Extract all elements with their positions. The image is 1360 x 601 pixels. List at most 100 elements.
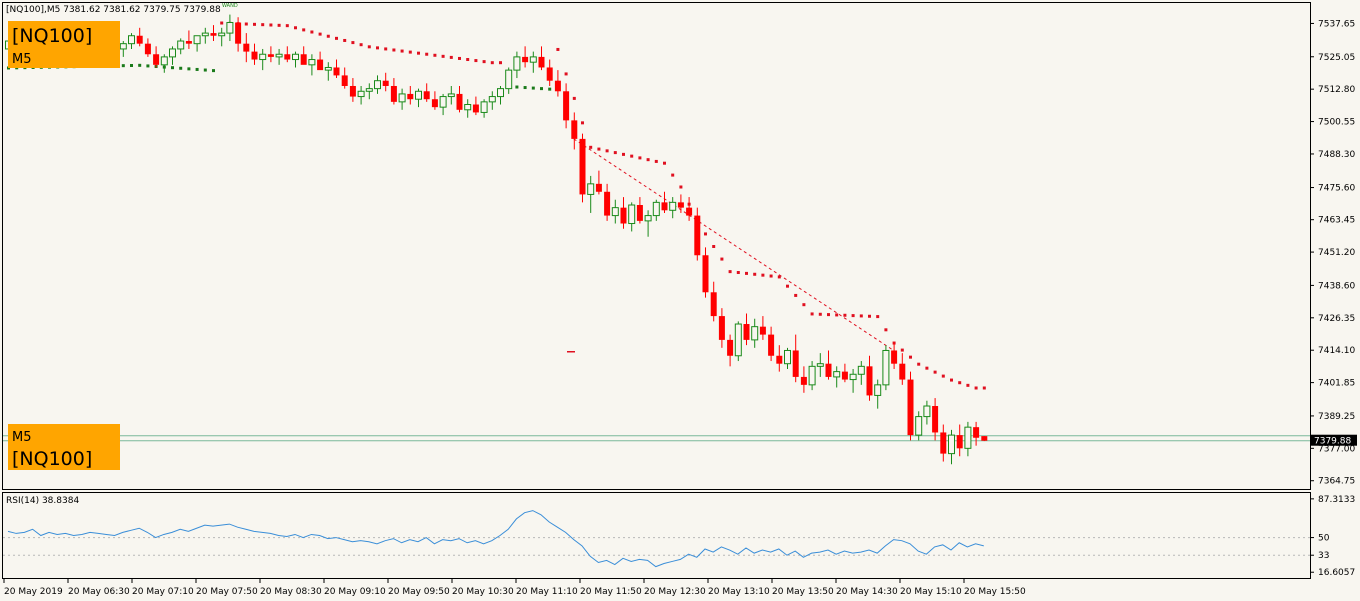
- rsi-tick-label: 87.3133: [1318, 495, 1355, 505]
- trendline[interactable]: [573, 138, 894, 351]
- candle: [611, 199, 619, 224]
- candle: [292, 51, 299, 68]
- sar-dot: [827, 313, 830, 317]
- sar-dot: [335, 36, 338, 40]
- candle: [349, 78, 356, 102]
- candle: [235, 17, 242, 52]
- sar-dot: [408, 50, 412, 54]
- sar-dot: [499, 61, 502, 65]
- candle: [587, 175, 595, 213]
- sar-dot: [630, 154, 634, 158]
- candle-body: [636, 205, 643, 221]
- header-badge: WAND: [222, 3, 238, 9]
- candle: [447, 85, 455, 105]
- candle-body: [727, 339, 734, 356]
- sar-dot: [195, 67, 199, 71]
- candle: [259, 48, 267, 71]
- sar-dot: [261, 23, 265, 27]
- candle-body: [973, 427, 980, 438]
- candle-body: [857, 365, 865, 375]
- candle-body: [275, 53, 283, 58]
- candle: [210, 25, 217, 42]
- candle: [841, 363, 848, 383]
- candle: [357, 85, 365, 105]
- candle: [784, 347, 791, 369]
- time-tick-label: 20 May 12:30: [644, 587, 706, 597]
- rsi-tick-label: 16.6057: [1318, 568, 1355, 578]
- candle: [464, 99, 472, 118]
- candle-body: [505, 69, 513, 90]
- sar-dot: [663, 161, 666, 165]
- candle: [595, 170, 602, 195]
- candle: [800, 366, 807, 393]
- timeframe-top-text: M5: [12, 52, 32, 67]
- candle-body: [956, 435, 963, 449]
- candle: [308, 54, 316, 76]
- candle-body: [874, 384, 882, 396]
- candle-body: [718, 316, 725, 340]
- sar-dot: [171, 66, 174, 70]
- price-tick-label: 7438.60: [1318, 281, 1355, 291]
- candle: [874, 379, 882, 409]
- candle: [300, 46, 307, 65]
- candle: [128, 33, 135, 49]
- candle: [899, 353, 906, 385]
- candle: [374, 75, 381, 94]
- price-axis: 7537.65 7525.05 7512.80 7500.55 7488.30 7475.…: [1310, 19, 1355, 487]
- candle-body: [439, 96, 447, 108]
- time-tick-label: 20 May 09:10: [324, 587, 386, 597]
- candle-body: [464, 104, 472, 111]
- time-tick-label: 20 May 15:50: [964, 587, 1026, 597]
- candle: [652, 199, 660, 221]
- candle: [579, 133, 586, 203]
- candle: [932, 398, 939, 441]
- candle: [948, 429, 955, 465]
- candle: [505, 67, 513, 94]
- candle-body: [734, 323, 742, 357]
- candle: [677, 194, 684, 213]
- sar-dot: [876, 315, 880, 319]
- sar-dot: [736, 271, 740, 275]
- candle-body: [341, 75, 348, 86]
- sar-dot: [909, 355, 912, 359]
- sar-dot: [531, 86, 535, 90]
- sar-dot: [277, 23, 281, 27]
- candle-body: [497, 88, 504, 98]
- candle-body: [382, 80, 389, 86]
- candle-body: [169, 48, 176, 58]
- time-tick-label: 20 May 07:10: [132, 587, 194, 597]
- candle: [727, 334, 734, 367]
- timeframe-bottom-text: M5: [12, 430, 32, 445]
- candle: [119, 41, 127, 57]
- candle-body: [595, 183, 602, 192]
- candle-body: [825, 363, 832, 377]
- price-tick-label: 7475.60: [1318, 184, 1355, 194]
- sar-dot: [326, 34, 330, 38]
- candle-body: [849, 373, 857, 381]
- candle: [849, 368, 857, 393]
- candle: [513, 51, 521, 79]
- candle-body: [948, 434, 955, 455]
- candle-body: [529, 56, 537, 63]
- candle-body: [686, 207, 693, 216]
- candle-body: [964, 426, 972, 449]
- time-tick-label: 20 May 11:50: [580, 587, 642, 597]
- candle-body: [267, 54, 274, 57]
- sar-dot: [433, 53, 437, 57]
- candle: [563, 83, 570, 129]
- candle: [604, 183, 611, 221]
- candle: [694, 207, 701, 261]
- sar-dot: [761, 273, 765, 277]
- candle: [628, 202, 636, 232]
- candle: [423, 83, 430, 102]
- candle-body: [882, 349, 890, 386]
- candle-body: [456, 93, 463, 110]
- sar-dot: [359, 43, 363, 47]
- candle: [153, 46, 160, 68]
- candle: [160, 54, 168, 73]
- candle: [571, 112, 578, 150]
- candle-body: [431, 99, 438, 108]
- time-tick-label: 20 May 10:30: [452, 587, 514, 597]
- time-tick-label: 20 May 07:50: [196, 587, 258, 597]
- candle: [185, 30, 192, 49]
